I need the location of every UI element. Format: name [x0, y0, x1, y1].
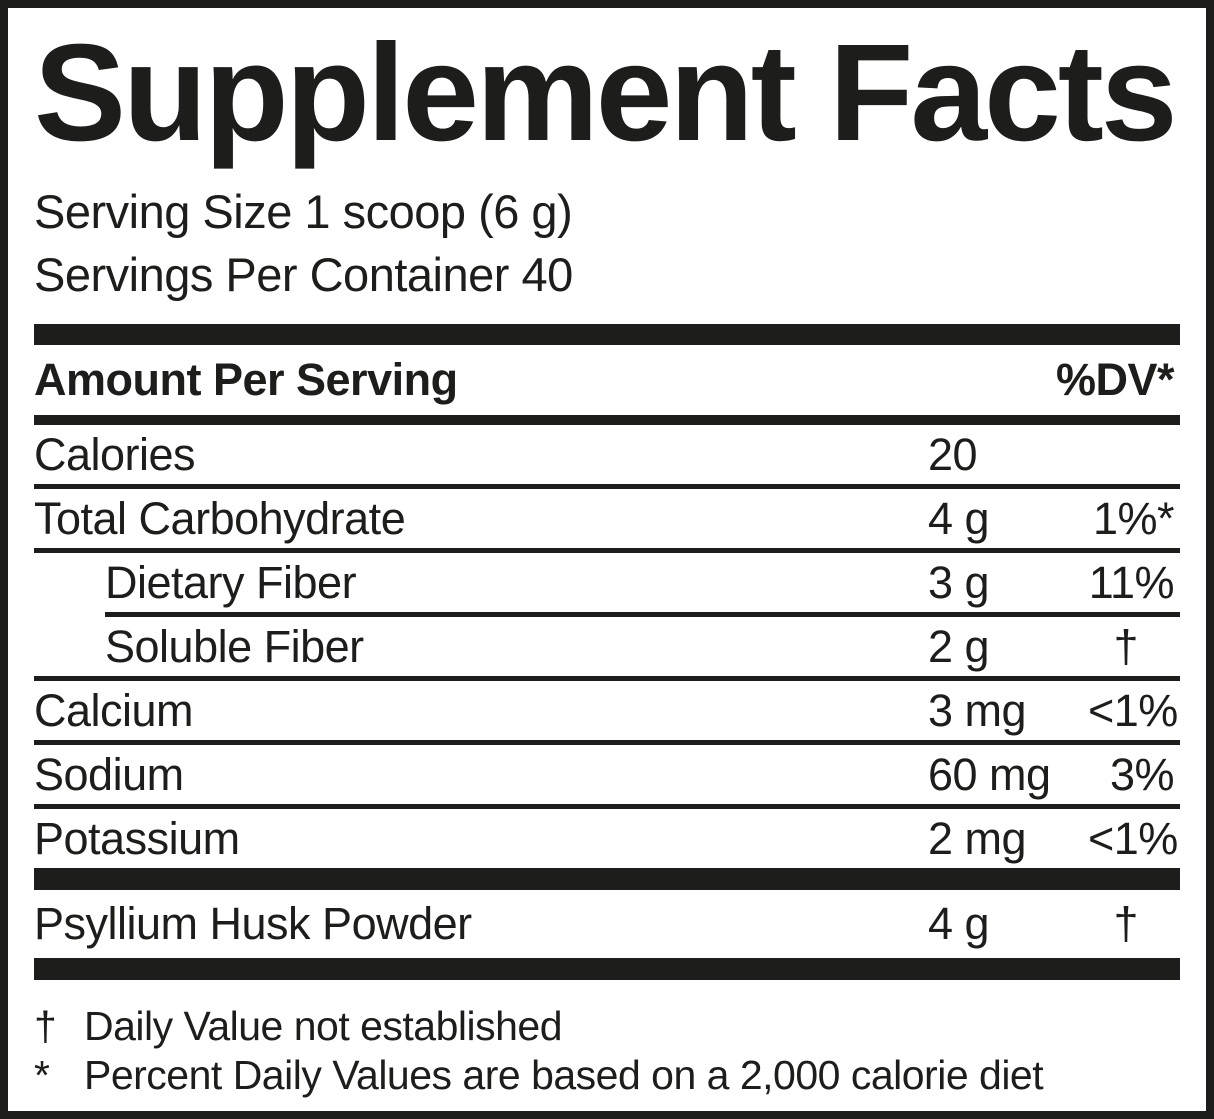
- section-divider-bar: [34, 868, 1180, 891]
- footnote-text: Percent Daily Values are based on a 2,00…: [84, 1052, 1044, 1099]
- row-calcium: Calcium 3 mg <1%: [34, 681, 1180, 740]
- nutrient-dv: <1%: [1088, 684, 1178, 736]
- footnotes: † Daily Value not established * Percent …: [34, 1002, 1180, 1100]
- row-separator: [34, 676, 1180, 682]
- nutrient-name: Dietary Fiber: [105, 556, 357, 608]
- nutrient-dv: 1%*: [1092, 492, 1175, 544]
- nutrient-name: Psyllium Husk Powder: [34, 898, 472, 950]
- row-psyllium-husk-powder: Psyllium Husk Powder 4 g †: [34, 890, 1180, 958]
- section-divider-bar: [34, 324, 1180, 346]
- row-total-carbohydrate: Total Carbohydrate 4 g 1%*: [34, 489, 1180, 548]
- row-separator: [34, 740, 1180, 746]
- nutrient-amount: 3 mg: [928, 684, 1027, 736]
- nutrient-amount: 60 mg: [928, 748, 1051, 800]
- footnote-marker: †: [34, 1003, 57, 1050]
- nutrient-dv: <1%: [1088, 812, 1178, 864]
- nutrient-name: Calcium: [34, 684, 194, 736]
- footnote-dagger: † Daily Value not established: [34, 1002, 1180, 1051]
- nutrient-name: Potassium: [34, 812, 240, 864]
- nutrient-name: Calories: [34, 428, 196, 480]
- row-separator: [34, 804, 1180, 810]
- row-calories: Calories 20: [34, 425, 1180, 484]
- nutrient-amount: 4 g: [928, 898, 990, 950]
- row-separator-indented: [105, 612, 1180, 618]
- row-sodium: Sodium 60 mg 3%: [34, 745, 1180, 804]
- nutrient-name: Soluble Fiber: [105, 620, 364, 672]
- footnote-text: Daily Value not established: [84, 1003, 563, 1050]
- nutrient-name: Total Carbohydrate: [34, 492, 406, 544]
- serving-info: Serving Size 1 scoop (6 g) Servings Per …: [34, 180, 1180, 306]
- row-potassium: Potassium 2 mg <1%: [34, 809, 1180, 868]
- serving-size-text: Serving Size 1 scoop (6 g): [34, 185, 573, 239]
- nutrient-dv-dagger: †: [1113, 898, 1138, 950]
- amount-per-serving-header: Amount Per Serving: [34, 354, 458, 406]
- footnote-marker: *: [34, 1052, 50, 1099]
- nutrient-amount: 3 g: [928, 556, 990, 608]
- label-title: Supplement Facts: [34, 16, 1178, 170]
- percent-dv-header: %DV*: [1055, 354, 1175, 406]
- nutrient-dv-dagger: †: [1113, 620, 1138, 672]
- row-soluble-fiber: Soluble Fiber 2 g †: [34, 617, 1180, 676]
- row-dietary-fiber: Dietary Fiber 3 g 11%: [34, 553, 1180, 612]
- nutrient-dv: 11%: [1088, 556, 1175, 608]
- nutrient-amount: 2 g: [928, 620, 990, 672]
- nutrient-name: Sodium: [34, 748, 184, 800]
- row-separator: [34, 484, 1180, 490]
- table-header: Amount Per Serving %DV*: [34, 345, 1180, 415]
- header-divider-bar: [34, 415, 1180, 426]
- nutrient-amount: 20: [928, 428, 978, 480]
- row-separator: [34, 548, 1180, 554]
- section-divider-bar: [34, 958, 1180, 981]
- nutrient-amount: 4 g: [928, 492, 990, 544]
- nutrient-amount: 2 mg: [928, 812, 1027, 864]
- nutrient-dv: 3%: [1109, 748, 1175, 800]
- servings-per-container-text: Servings Per Container 40: [34, 248, 573, 302]
- footnote-asterisk: * Percent Daily Values are based on a 2,…: [34, 1051, 1180, 1100]
